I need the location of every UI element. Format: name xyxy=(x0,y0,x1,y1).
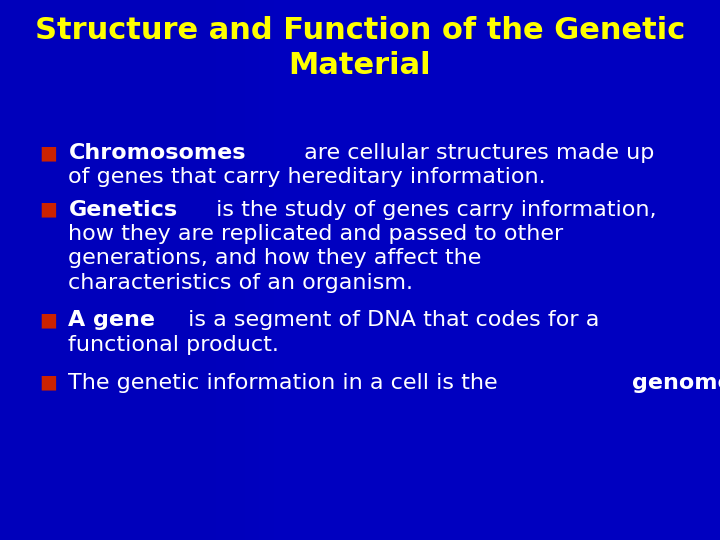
Text: ■: ■ xyxy=(40,143,58,162)
Text: is the study of genes carry information,: is the study of genes carry information, xyxy=(210,200,657,220)
Text: ■: ■ xyxy=(40,373,58,392)
Text: characteristics of an organism.: characteristics of an organism. xyxy=(68,273,413,293)
Text: are cellular structures made up: are cellular structures made up xyxy=(297,143,654,163)
Text: Structure and Function of the Genetic
Material: Structure and Function of the Genetic Ma… xyxy=(35,16,685,80)
Text: Genetics: Genetics xyxy=(68,200,178,220)
Text: functional product.: functional product. xyxy=(68,335,279,355)
Text: genome.: genome. xyxy=(632,373,720,393)
Text: how they are replicated and passed to other: how they are replicated and passed to ot… xyxy=(68,224,564,244)
Text: of genes that carry hereditary information.: of genes that carry hereditary informati… xyxy=(68,167,546,187)
Text: is a segment of DNA that codes for a: is a segment of DNA that codes for a xyxy=(181,310,599,330)
Text: generations, and how they affect the: generations, and how they affect the xyxy=(68,248,482,268)
Text: ■: ■ xyxy=(40,200,58,219)
Text: ■: ■ xyxy=(40,310,58,329)
Text: Chromosomes: Chromosomes xyxy=(68,143,246,163)
Text: The genetic information in a cell is the: The genetic information in a cell is the xyxy=(68,373,505,393)
Text: A gene: A gene xyxy=(68,310,156,330)
